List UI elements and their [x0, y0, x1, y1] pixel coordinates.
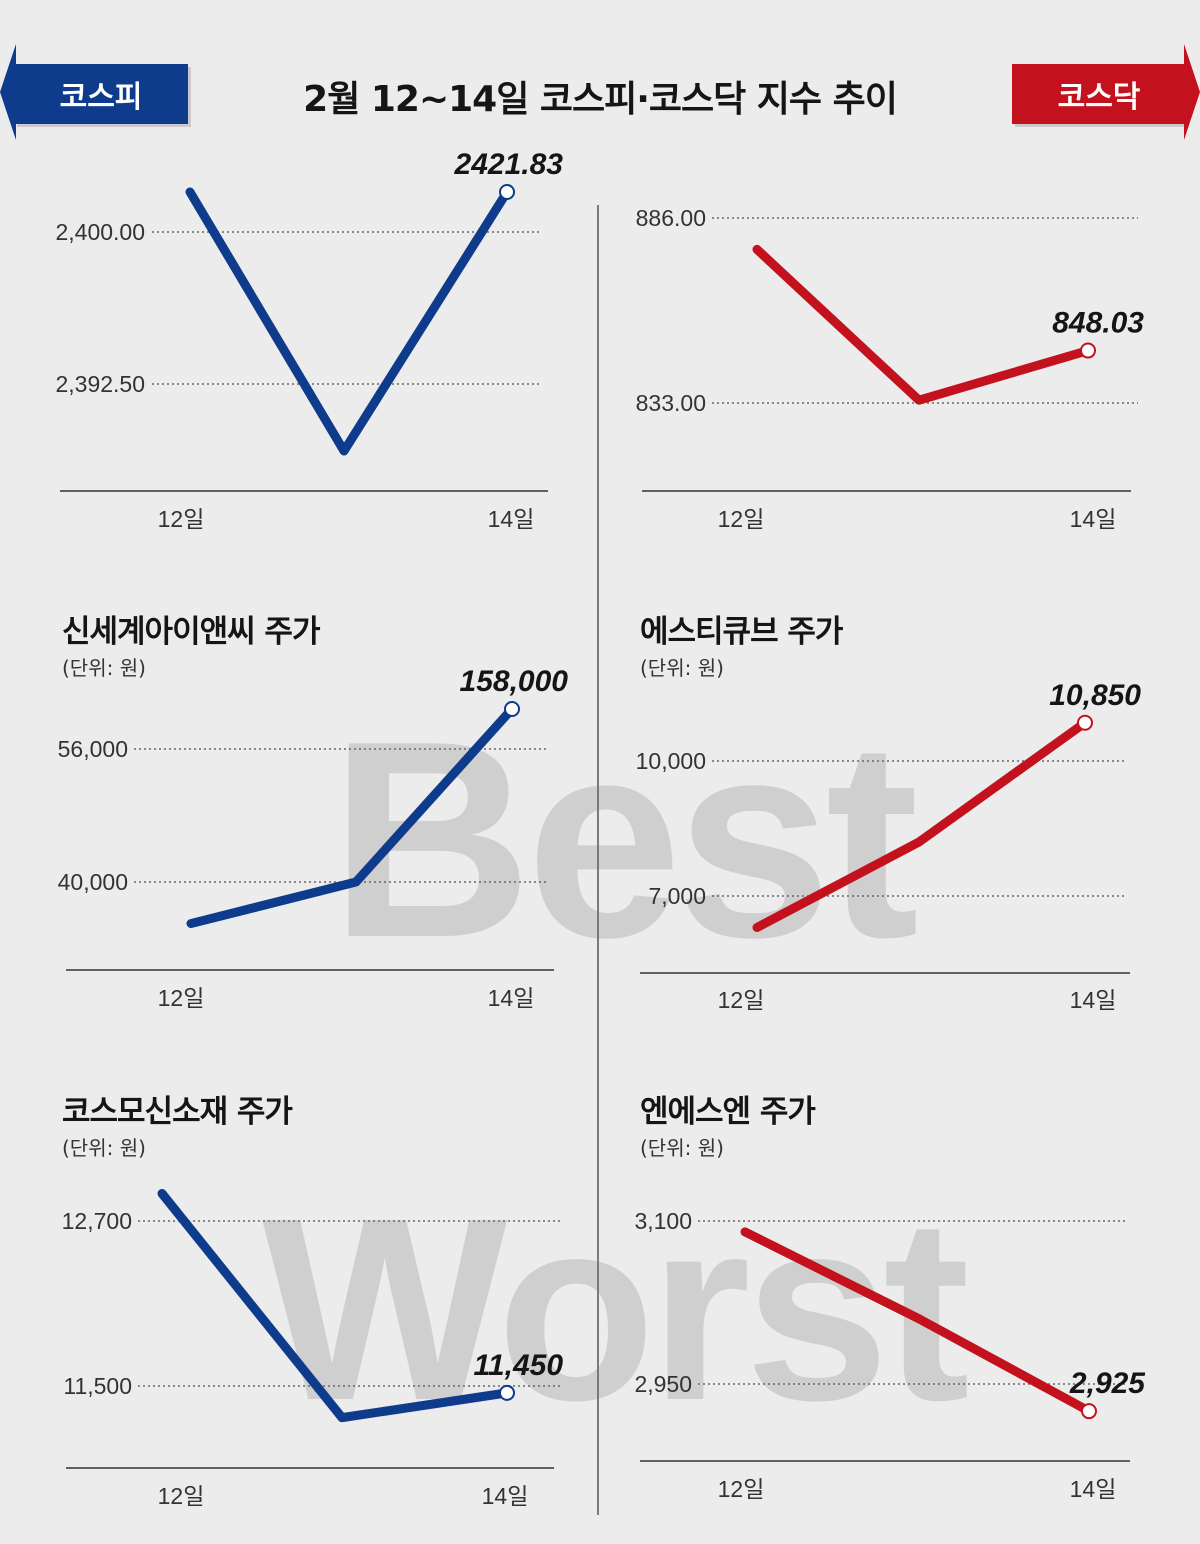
cosmo-am-value-label: 11,450: [473, 1349, 563, 1382]
cosmo-am-xtick-label: 14일: [482, 1483, 529, 1509]
shinsegae-inc-xtick-label: 14일: [488, 985, 535, 1011]
kospi-tag: 코스피: [14, 64, 188, 124]
stcube-unit: (단위: 원): [640, 656, 724, 680]
nsn-series-line: [740, 1227, 1094, 1416]
nsn-xtick-label: 14일: [1070, 1476, 1117, 1502]
kospi-end-point: [499, 184, 515, 200]
kosdaq-value-label: 848.03: [1052, 307, 1144, 340]
nsn-value-label: 2,925: [1069, 1367, 1146, 1400]
stcube-ytick-label: 7,000: [648, 883, 706, 909]
cosmo-am-title: 코스모신소재 주가: [62, 1094, 293, 1130]
stcube-value-label: 10,850: [1049, 679, 1141, 712]
kospi-series-line: [185, 187, 512, 456]
stcube-xtick-label: 12일: [718, 987, 765, 1013]
nsn-title: 엔에스엔 주가: [640, 1094, 816, 1130]
nsn-ytick-label: 3,100: [634, 1208, 692, 1234]
kospi-ytick-label: 2,400.00: [55, 219, 145, 245]
watermark-best: Best: [330, 684, 919, 996]
right-arrow-shape: [1184, 44, 1200, 140]
left-arrow-shape: [0, 44, 16, 140]
cosmo-am-series-line: [157, 1189, 512, 1423]
kospi-value-label: 2421.83: [454, 148, 564, 181]
shinsegae-inc-ytick-label: 40,000: [58, 869, 128, 895]
nsn-end-point: [1081, 1403, 1097, 1420]
stcube-ytick-label: 10,000: [636, 748, 706, 774]
main-title: 2월 12~14일 코스피·코스닥 지수 추이: [303, 79, 898, 120]
shinsegae-inc-series-line: [186, 704, 517, 929]
kosdaq-xtick-label: 14일: [1070, 506, 1117, 532]
kosdaq-ytick-label: 833.00: [636, 390, 706, 416]
kosdaq-series-line: [752, 244, 1093, 405]
center-divider: [597, 205, 599, 1515]
stcube-title: 에스티큐브 주가: [640, 614, 843, 650]
kospi-ytick-label: 2,392.50: [55, 371, 145, 397]
cosmo-am-ytick-label: 12,700: [62, 1208, 132, 1234]
kosdaq-xtick-label: 12일: [718, 506, 765, 532]
stcube-xtick-label: 14일: [1070, 987, 1117, 1013]
nsn-xtick-label: 12일: [718, 1476, 765, 1502]
shinsegae-inc-xtick-label: 12일: [158, 985, 205, 1011]
nsn-ytick-label: 2,950: [634, 1371, 692, 1397]
stcube-end-point: [1077, 714, 1093, 731]
shinsegae-inc-end-point: [504, 701, 520, 717]
cosmo-am-unit: (단위: 원): [62, 1136, 146, 1160]
shinsegae-inc-title: 신세계아이앤씨 주가: [62, 614, 320, 650]
nsn-unit: (단위: 원): [640, 1136, 724, 1160]
kospi-xtick-label: 14일: [488, 506, 535, 532]
shinsegae-inc-unit: (단위: 원): [62, 656, 146, 680]
cosmo-am-xtick-label: 12일: [158, 1483, 205, 1509]
shinsegae-inc-ytick-label: 56,000: [58, 736, 128, 762]
kospi-xtick-label: 12일: [158, 506, 205, 532]
watermark-worst: Worst: [262, 1165, 970, 1455]
cosmo-am-ytick-label: 11,500: [63, 1373, 132, 1399]
cosmo-am-end-point: [499, 1384, 515, 1401]
kosdaq-tag: 코스닥: [1012, 64, 1186, 124]
stcube-series-line: [752, 718, 1090, 932]
shinsegae-inc-value-label: 158,000: [460, 665, 569, 698]
kosdaq-end-point: [1080, 342, 1096, 359]
kosdaq-ytick-label: 886.00: [636, 205, 706, 231]
